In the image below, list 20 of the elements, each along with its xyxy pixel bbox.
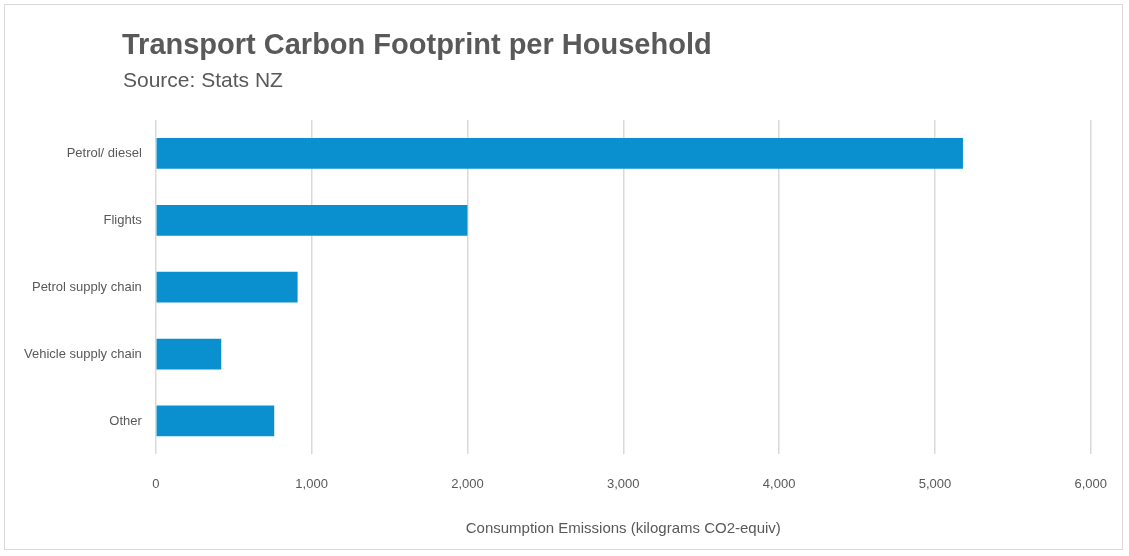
- x-tick-label: 0: [152, 475, 160, 491]
- x-tick-label: 4,000: [762, 475, 796, 491]
- y-tick-label: Other: [109, 412, 143, 428]
- x-tick-label: 3,000: [606, 475, 640, 491]
- chart-title: Transport Carbon Footprint per Household: [122, 28, 712, 61]
- x-tick-label: 1,000: [295, 475, 328, 491]
- x-tick-label: 6,000: [1074, 475, 1108, 491]
- y-tick-label: Petrol/ diesel: [66, 145, 142, 161]
- x-tick-label: 2,000: [451, 475, 484, 491]
- chart-subtitle: Source: Stats NZ: [123, 68, 283, 92]
- bar: [156, 204, 468, 236]
- x-axis-title: Consumption Emissions (kilograms CO2-equiv): [465, 519, 781, 537]
- bar: [156, 271, 298, 303]
- bar: [156, 138, 963, 169]
- y-tick-label: Flights: [103, 211, 143, 227]
- bar: [156, 405, 275, 437]
- x-tick-label: 5,000: [918, 475, 952, 491]
- bar: [156, 338, 222, 370]
- y-tick-label: Petrol supply chain: [31, 278, 142, 294]
- y-tick-label: Vehicle supply chain: [23, 345, 142, 361]
